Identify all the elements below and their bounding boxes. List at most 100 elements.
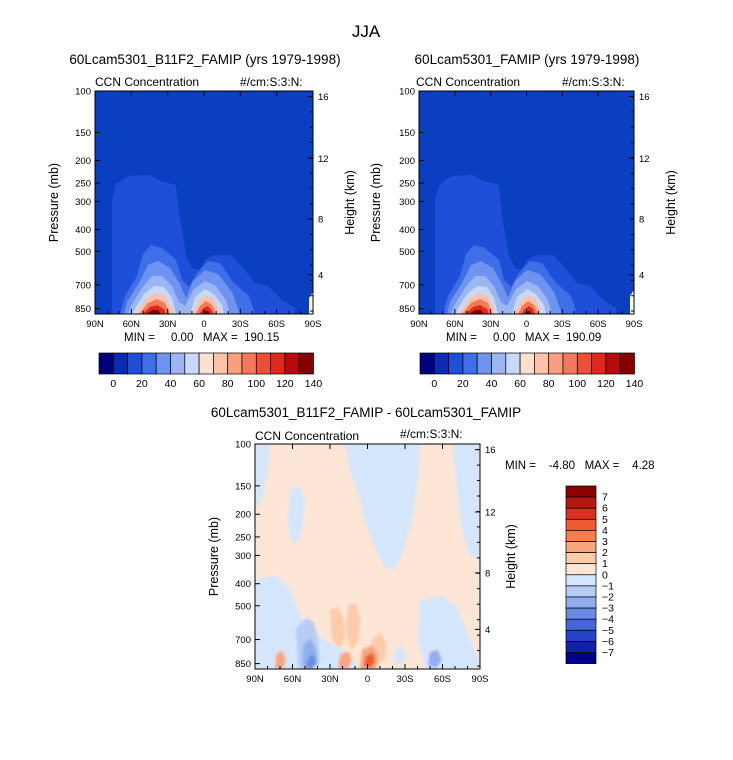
y-axis-title: Pressure (mb) — [47, 163, 61, 242]
units-label: #/cm:S:3:N: — [562, 75, 625, 89]
y-tick-label: 700 — [75, 280, 91, 291]
colorbar-swatch — [198, 352, 214, 375]
x-tick-label: 30N — [321, 674, 339, 685]
y-tick-label: 400 — [399, 225, 415, 236]
colorbar-swatch — [565, 507, 597, 520]
colorbar-label: 0 — [431, 378, 437, 390]
colorbar-swatch — [419, 352, 435, 375]
x-tick-label: 0 — [201, 319, 206, 330]
colorbar-label: −3 — [602, 603, 614, 615]
colorbar-label: 0 — [602, 569, 608, 581]
x-tick-label: 90S — [305, 319, 322, 330]
colorbar-label: 80 — [543, 378, 555, 390]
colorbar-label: 0 — [110, 378, 116, 390]
colorbar-swatch — [565, 596, 597, 609]
units-label: #/cm:S:3:N: — [240, 75, 303, 89]
y-right-tick-label: 8 — [485, 568, 490, 579]
y-tick-label: 850 — [399, 304, 415, 315]
x-tick-label: 60N — [123, 319, 141, 330]
colorbar-label: 60 — [514, 378, 526, 390]
panel-title: 60Lcam5301_FAMIP (yrs 1979-1998) — [415, 52, 640, 67]
y-tick-label: 100 — [235, 440, 251, 451]
colorbar-swatch — [241, 352, 257, 375]
colorbar-label: 80 — [222, 378, 234, 390]
y-tick-label: 300 — [75, 197, 91, 208]
axes: 90N 60N 30N 0 30S 60S 90S 100 150 200 250 300 400 500… — [207, 440, 518, 686]
colorbar-swatch — [227, 352, 243, 375]
colorbar-swatch — [284, 352, 300, 375]
field-label: CCN Concentration — [95, 75, 199, 89]
panel-title: 60Lcam5301_B11F2_FAMIP - 60Lcam5301_FAMI… — [211, 405, 521, 420]
x-tick-label: 90N — [86, 319, 104, 330]
x-tick-label: 90N — [246, 674, 264, 685]
colorbar-label: 6 — [602, 503, 608, 515]
units-label: #/cm:S:3:N: — [400, 427, 463, 441]
x-tick-label: 60N — [284, 674, 302, 685]
stats-label: MIN = 0.00 MAX = 190.15 — [124, 332, 279, 344]
colorbar: 0 20 40 60 80 100 120 140 — [98, 352, 323, 390]
y-tick-label: 400 — [235, 579, 251, 590]
y-right-tick-label: 12 — [318, 154, 329, 165]
y-right-tick-label: 4 — [639, 270, 644, 281]
colorbar-label: 120 — [276, 378, 294, 390]
colorbar-swatch — [519, 352, 535, 375]
colorbar-swatch — [562, 352, 578, 375]
colorbar-swatch — [565, 518, 597, 531]
y-tick-label: 500 — [399, 247, 415, 258]
colorbar-label: 20 — [457, 378, 469, 390]
x-tick-label: 90N — [410, 319, 428, 330]
y-tick-label: 300 — [235, 551, 251, 562]
colorbar-swatch — [98, 352, 114, 375]
y-right-tick-label: 4 — [485, 625, 490, 636]
x-tick-label: 0 — [365, 674, 370, 685]
colorbar-swatch — [565, 541, 597, 553]
y-right-tick-label: 8 — [318, 214, 323, 225]
contour-field — [95, 91, 313, 314]
x-tick-label: 30S — [232, 319, 249, 330]
x-tick-label: 30S — [554, 319, 571, 330]
colorbar-swatch — [141, 352, 157, 375]
colorbar-swatch — [270, 352, 286, 375]
colorbar-swatch — [255, 352, 271, 375]
x-tick-label: 0 — [524, 319, 529, 330]
x-tick-label: 30N — [159, 319, 177, 330]
colorbar-label: 140 — [305, 378, 323, 390]
y-tick-label: 150 — [399, 128, 415, 139]
y-tick-label: 200 — [399, 156, 415, 167]
y-right-axis-title: Height (km) — [343, 170, 357, 235]
colorbar-label: 140 — [626, 378, 644, 390]
stats-label: MIN = -4.80 MAX = 4.28 — [505, 460, 655, 472]
colorbar-swatch — [548, 352, 564, 375]
contour-field — [255, 444, 480, 669]
colorbar-label: 7 — [602, 492, 608, 504]
colorbar-label: −7 — [602, 647, 614, 659]
colorbar-swatch — [476, 352, 492, 375]
colorbar-swatch — [170, 352, 186, 375]
y-tick-label: 500 — [75, 247, 91, 258]
x-tick-label: 30N — [482, 319, 500, 330]
colorbar-swatch — [619, 352, 635, 375]
figure-title: JJA — [352, 22, 381, 41]
colorbar-swatch — [462, 352, 478, 375]
y-axis-title: Pressure (mb) — [369, 163, 383, 242]
colorbar-swatch — [591, 352, 607, 375]
y-tick-label: 150 — [75, 128, 91, 139]
colorbar-label: 4 — [602, 525, 608, 537]
y-right-axis-title: Height (km) — [504, 524, 518, 589]
panel-difference: 60Lcam5301_B11F2_FAMIP - 60Lcam5301_FAMI… — [207, 405, 655, 685]
y-tick-label: 850 — [235, 659, 251, 670]
y-right-tick-label: 16 — [639, 92, 650, 103]
field-label: CCN Concentration — [255, 429, 359, 443]
colorbar-swatch — [565, 652, 597, 664]
y-tick-label: 250 — [399, 179, 415, 190]
y-right-tick-label: 12 — [485, 507, 496, 518]
y-tick-label: 100 — [399, 87, 415, 98]
y-right-tick-label: 12 — [639, 154, 650, 165]
colorbar-label: 5 — [602, 514, 608, 526]
colorbar-label: −2 — [602, 592, 614, 604]
y-right-tick-label: 4 — [318, 270, 323, 281]
colorbar-swatch — [112, 352, 128, 375]
colorbar-swatch — [213, 352, 229, 375]
